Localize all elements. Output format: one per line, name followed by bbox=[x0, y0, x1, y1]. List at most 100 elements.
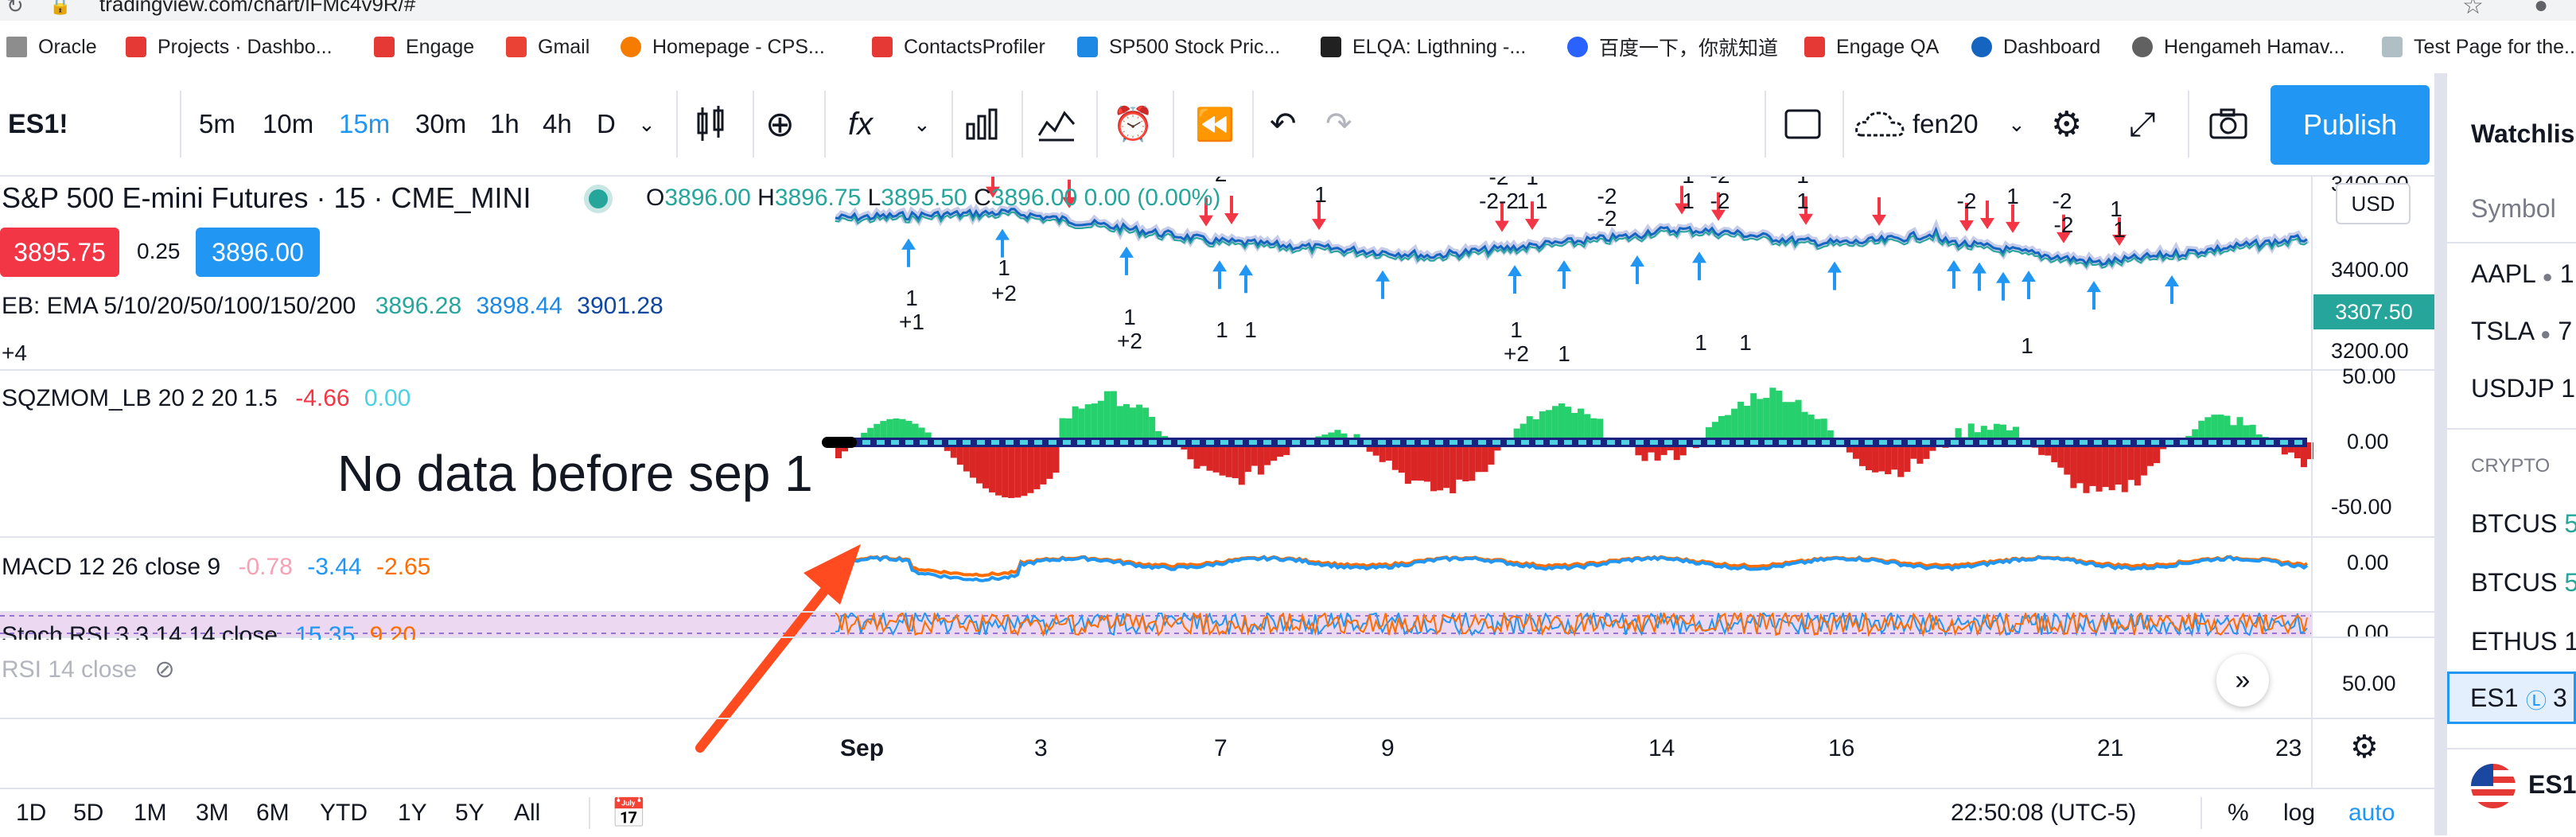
watchlist-section-crypto[interactable]: CRYPTO bbox=[2471, 455, 2550, 477]
bookmark-dashboard[interactable]: Dashboard bbox=[1971, 21, 2100, 73]
bookmark-baidu[interactable]: 百度一下，你就知道 bbox=[1567, 21, 1778, 73]
redo-icon[interactable]: ↷ bbox=[1325, 73, 1352, 175]
range-1m[interactable]: 1M bbox=[134, 789, 167, 837]
ema-legend[interactable]: EB: EMA 5/10/20/50/100/150/200 3896.28 3… bbox=[2, 293, 663, 320]
watchlist-title[interactable]: Watchlis bbox=[2471, 119, 2574, 149]
buy-signal-arrow-head bbox=[1508, 265, 1522, 276]
annotation-arrow-head bbox=[804, 544, 861, 605]
range-ytd[interactable]: YTD bbox=[320, 789, 368, 837]
profile-icon[interactable]: ● bbox=[2534, 0, 2548, 19]
watchlist-item-es1-selected[interactable]: ES1 Ⓛ 3 bbox=[2447, 672, 2576, 724]
interval-4h[interactable]: 4h bbox=[543, 73, 572, 175]
fullscreen-icon[interactable]: ⤢ bbox=[2129, 73, 2156, 175]
watchlist-item-btcus-1[interactable]: BTCUS 5 bbox=[2471, 509, 2576, 539]
range-5y[interactable]: 5Y bbox=[455, 789, 484, 837]
range-all[interactable]: All bbox=[514, 789, 540, 837]
chevron-down-icon[interactable]: ⌄ bbox=[638, 73, 656, 175]
compare-add-icon[interactable]: ⊕ bbox=[765, 73, 795, 175]
bookmark-oracle[interactable]: Oracle bbox=[6, 21, 97, 73]
interval-1h[interactable]: 1h bbox=[490, 73, 519, 175]
watchlist-item-tsla[interactable]: TSLA ● 7 bbox=[2471, 317, 2572, 346]
range-1d[interactable]: 1D bbox=[16, 789, 46, 837]
signal-label: 1 bbox=[1558, 341, 1570, 366]
percent-scale-toggle[interactable]: % bbox=[2228, 789, 2249, 837]
fullscreen-box-icon[interactable] bbox=[1784, 73, 1822, 175]
annotation-text[interactable]: No data before sep 1 bbox=[337, 444, 813, 503]
x-tick: 9 bbox=[1381, 735, 1395, 762]
rsi-legend[interactable]: RSI 14 close ⊘ bbox=[2, 656, 175, 683]
bookmark-projects[interactable]: Projects · Dashbo... bbox=[126, 21, 333, 73]
chevron-down-icon[interactable]: ⌄ bbox=[2008, 73, 2025, 175]
browser-url-bar[interactable]: ↻ 🔒 tradingview.com/chart/lFMc4v9R/# ☆ ● bbox=[0, 0, 2576, 21]
market-status-dot[interactable] bbox=[589, 189, 608, 208]
watchlist-item-btcus-2[interactable]: BTCUS 5 bbox=[2471, 568, 2576, 598]
bookmark-homepage-cps[interactable]: Homepage - CPS... bbox=[621, 21, 825, 73]
bookmark-sp500[interactable]: SP500 Stock Pric... bbox=[1077, 21, 1280, 73]
cloud-layout-icon[interactable] bbox=[1854, 73, 1906, 175]
camera-icon[interactable] bbox=[2208, 73, 2248, 175]
buy-ask-button[interactable]: 3896.00 bbox=[196, 228, 320, 277]
sqz-bar bbox=[1449, 442, 1456, 493]
range-3m[interactable]: 3M bbox=[196, 789, 229, 837]
range-6m[interactable]: 6M bbox=[256, 789, 290, 837]
indicators-fx-icon[interactable]: fx bbox=[848, 73, 873, 175]
chevron-down-icon[interactable]: ⌄ bbox=[913, 73, 931, 175]
bookmark-star-icon[interactable]: ☆ bbox=[2462, 0, 2484, 20]
gear-icon[interactable]: ⚙ bbox=[2051, 73, 2082, 175]
layout-name[interactable]: fen20 bbox=[1913, 73, 1979, 175]
bookmark-engage-qa[interactable]: Engage QA bbox=[1804, 21, 1939, 73]
sqz-bar bbox=[1117, 406, 1123, 442]
sell-bid-button[interactable]: 3895.75 bbox=[0, 228, 119, 277]
signal-label: +2 bbox=[1504, 341, 1529, 366]
eye-hidden-icon[interactable]: ⊘ bbox=[154, 656, 174, 683]
url-text[interactable]: tradingview.com/chart/lFMc4v9R/# bbox=[99, 0, 415, 17]
clock-time[interactable]: 22:50:08 (UTC-5) bbox=[1951, 789, 2136, 837]
financials-bars-icon[interactable] bbox=[964, 73, 999, 175]
watchlist-item-usdjp[interactable]: USDJP 1 bbox=[2471, 374, 2575, 403]
bookmark-engage[interactable]: Engage bbox=[374, 21, 474, 73]
x-tick: 21 bbox=[2097, 735, 2123, 762]
publish-button[interactable]: Publish bbox=[2271, 85, 2430, 165]
bookmark-contactsprofiler[interactable]: ContactsProfiler bbox=[872, 21, 1045, 73]
more-indicators-toggle[interactable]: +4 bbox=[2, 341, 27, 366]
bookmark-gmail[interactable]: Gmail bbox=[506, 21, 590, 73]
interval-d[interactable]: D bbox=[597, 73, 616, 175]
interval-10m[interactable]: 10m bbox=[263, 73, 313, 175]
auto-scale-toggle[interactable]: auto bbox=[2348, 789, 2395, 837]
reload-icon[interactable]: ↻ bbox=[6, 0, 24, 18]
bookmark-test-page[interactable]: Test Page for the... bbox=[2382, 21, 2576, 73]
sqz-bar bbox=[1546, 410, 1552, 442]
sqz-bar bbox=[995, 442, 1002, 496]
interval-5m[interactable]: 5m bbox=[199, 73, 235, 175]
templates-icon[interactable] bbox=[1037, 73, 1076, 175]
range-5d[interactable]: 5D bbox=[73, 789, 103, 837]
sell-signal-arrow-head bbox=[1199, 216, 1213, 227]
stoch-rsi-legend[interactable]: Stoch RSI 3 3 14 14 close 15.35 9.20 bbox=[2, 622, 416, 640]
watchlist-item-ethus[interactable]: ETHUS 1 bbox=[2471, 627, 2576, 656]
macd-legend[interactable]: MACD 12 26 close 9 -0.78 -3.44 -2.65 bbox=[2, 554, 430, 581]
sell-signal-arrow-head bbox=[1959, 220, 1974, 232]
symbol-search-button[interactable]: ES1! bbox=[8, 73, 68, 175]
interval-30m[interactable]: 30m bbox=[415, 73, 466, 175]
undo-icon[interactable]: ↶ bbox=[1270, 73, 1297, 175]
sqz-bar bbox=[1232, 442, 1239, 478]
date-range-calendar-icon[interactable]: 📅 bbox=[611, 789, 647, 837]
symbol-title[interactable]: S&P 500 E-mini Futures · 15 · CME_MINI bbox=[2, 181, 531, 215]
chart-area[interactable]: -21-21-21-21-21-21-2-21 1-21-21-211+11+2… bbox=[0, 177, 2434, 835]
sqz-bar bbox=[1002, 442, 1008, 497]
log-scale-toggle[interactable]: log bbox=[2283, 789, 2315, 837]
range-1y[interactable]: 1Y bbox=[398, 789, 427, 837]
bookmark-elqa[interactable]: ELQA: Ligthning -... bbox=[1321, 21, 1526, 73]
bookmark-hengameh[interactable]: Hengameh Hamav... bbox=[2132, 21, 2344, 73]
sqzmom-legend[interactable]: SQZMOM_LB 20 2 20 1.5 -4.66 0.00 bbox=[2, 385, 411, 412]
watchlist-header-symbol[interactable]: Symbol bbox=[2471, 194, 2556, 224]
interval-15m[interactable]: 15m bbox=[339, 73, 390, 175]
chart-settings-gear-icon[interactable]: ⚙ bbox=[2350, 729, 2379, 765]
scroll-to-realtime-icon[interactable]: » bbox=[2216, 654, 2269, 707]
candles-chart-type-icon[interactable] bbox=[694, 73, 727, 175]
replay-rewind-icon[interactable]: ⏪ bbox=[1195, 73, 1235, 175]
sqz-bar bbox=[1085, 404, 1091, 442]
watchlist-item-aapl[interactable]: AAPL ● 1 bbox=[2471, 259, 2574, 289]
currency-button[interactable]: USD bbox=[2336, 183, 2411, 224]
alarm-clock-icon[interactable]: ⏰ bbox=[1112, 73, 1154, 175]
